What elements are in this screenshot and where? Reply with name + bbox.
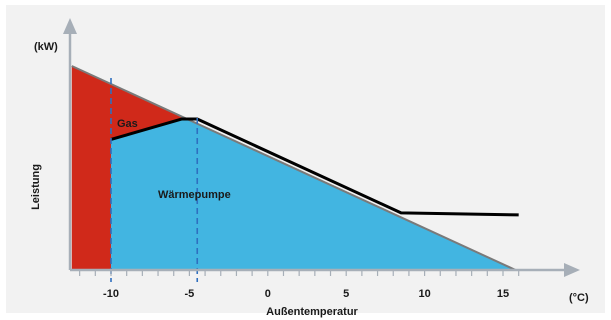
axes-layer: -10 -5 0 5 10 15: [63, 18, 580, 300]
x-tick-label: -10: [103, 288, 119, 300]
x-axis-arrow: [564, 263, 580, 277]
labels-layer: (kW) (°C) Außentemperatur Leistung Gas W…: [30, 41, 589, 318]
x-tick-label: 5: [343, 288, 349, 300]
lines-layer: [71, 65, 519, 282]
x-tick-label: -5: [185, 288, 195, 300]
heat-pump-region: [111, 119, 516, 270]
gas-region: [71, 66, 198, 270]
x-axis-title: Außentemperatur: [266, 306, 358, 318]
x-unit-label: (°C): [569, 292, 589, 304]
y-axis-arrow: [63, 18, 77, 34]
y-unit-label: (kW): [34, 41, 58, 53]
y-axis-title: Leistung: [30, 164, 42, 210]
x-tick-label: 15: [497, 288, 509, 300]
region-label-gas: Gas: [117, 118, 138, 130]
x-tick-label: 0: [265, 288, 271, 300]
x-tick-label: 10: [418, 288, 430, 300]
regions-layer: [71, 66, 516, 270]
heating-demand-line: [71, 65, 516, 271]
region-label-heat-pump: Wärmepumpe: [158, 189, 231, 201]
